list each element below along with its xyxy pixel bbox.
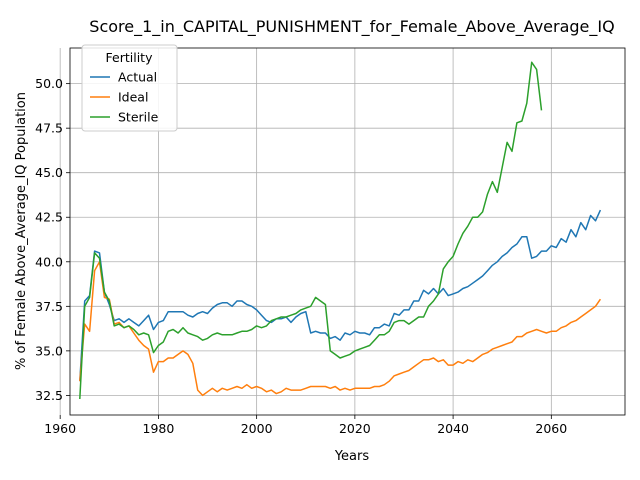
series-lines bbox=[79, 61, 602, 400]
y-tick-label: 50.0 bbox=[35, 76, 63, 91]
y-tick-label: 47.5 bbox=[35, 121, 63, 136]
x-tick-label: 1960 bbox=[44, 421, 76, 436]
y-tick-label: 32.5 bbox=[35, 388, 63, 403]
x-tick-label: 2020 bbox=[339, 421, 371, 436]
x-tick-label: 2060 bbox=[535, 421, 567, 436]
legend-items: Actual Ideal Sterile bbox=[90, 70, 159, 125]
y-tick-label: 45.0 bbox=[35, 165, 63, 180]
x-tick-label: 2000 bbox=[241, 421, 273, 436]
y-tick-label: 40.0 bbox=[35, 254, 63, 269]
y-tick-label: 37.5 bbox=[35, 299, 63, 314]
legend-label-ideal: Ideal bbox=[118, 90, 148, 105]
legend-box bbox=[81, 44, 178, 132]
legend-title: Fertility bbox=[106, 50, 154, 65]
y-tick-label: 42.5 bbox=[35, 210, 63, 225]
legend-label-sterile: Sterile bbox=[118, 110, 159, 125]
grid-lines bbox=[59, 48, 625, 415]
y-axis-ticks: 32.5 35.0 37.5 40.0 42.5 45.0 47.5 50.0 bbox=[35, 76, 70, 403]
x-axis-label: Years bbox=[334, 449, 370, 464]
x-tick-label: 2040 bbox=[437, 421, 469, 436]
series-line-sterile bbox=[79, 61, 543, 400]
series-line-actual bbox=[79, 209, 602, 382]
y-tick-label: 35.0 bbox=[35, 343, 63, 358]
x-tick-label: 1980 bbox=[143, 421, 175, 436]
y-axis-label: % of Female Above_Average_IQ Population bbox=[14, 92, 29, 370]
legend: Fertility Actual Ideal Sterile bbox=[81, 44, 178, 132]
legend-label-actual: Actual bbox=[118, 70, 157, 85]
series-line-ideal bbox=[79, 261, 602, 397]
chart-title: Score_1_in_CAPITAL_PUNISHMENT_for_Female… bbox=[89, 17, 614, 37]
x-axis-ticks: 1960 1980 2000 2020 2040 2060 bbox=[44, 415, 567, 436]
plot-area-frame bbox=[69, 47, 626, 416]
